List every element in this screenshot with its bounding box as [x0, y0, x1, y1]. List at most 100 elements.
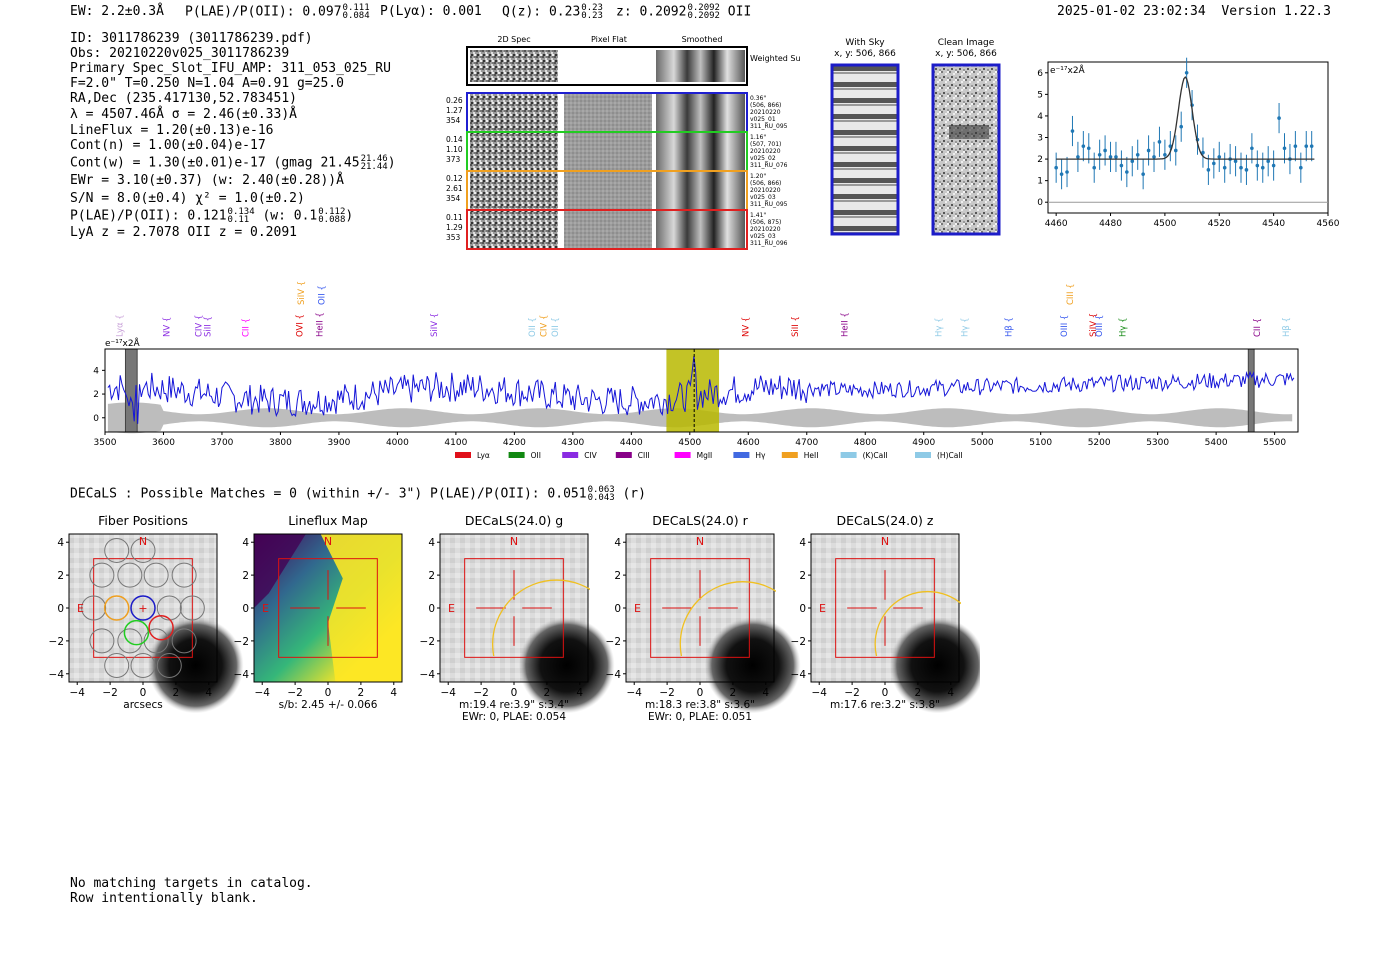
- fiber-circle: [171, 628, 197, 654]
- spectrum-legend-swatch: [733, 452, 750, 458]
- panel-ytick-label: −4: [791, 669, 807, 681]
- cutout-panel: 2D Spec Pixel Flat Smoothed Weighted Sum…: [446, 35, 800, 250]
- header-z-hi: 0.2092: [687, 3, 720, 13]
- weighted-2dspec-image: [470, 50, 558, 82]
- decals-panel-title: Fiber Positions: [98, 513, 188, 528]
- decals-summary-lo: 0.043: [587, 493, 615, 503]
- panel-ytick-label: 4: [57, 537, 64, 549]
- fiber-circle: [130, 537, 156, 563]
- info-lineflux: LineFlux = 1.20(±0.13)e-16: [70, 123, 274, 138]
- panel-ytick-label: −2: [420, 636, 435, 648]
- fit-data-point: [1206, 168, 1211, 172]
- panel-xtick-label: 0: [511, 687, 518, 699]
- spectrum-legend-label: (H)CaII: [937, 451, 963, 460]
- panel-ytick-label: 4: [614, 537, 621, 549]
- spectrum-emission-label: CII {: [1253, 318, 1263, 337]
- spectrum-emission-label: Lyα {: [116, 314, 126, 337]
- cutout-row-right-value: v025_03: [750, 233, 776, 240]
- spectrum-xtick-label: 3500: [94, 438, 117, 448]
- fiber-circle-3: [103, 595, 130, 621]
- panel-ytick-label: −2: [791, 636, 806, 648]
- header-ew: EW: 2.2±0.3Å: [70, 4, 164, 19]
- cutout-row-pixelflat: [564, 211, 652, 248]
- cutout-row-left-bg: [446, 172, 468, 209]
- spectrum-legend-label: Hγ: [755, 451, 766, 460]
- spectrum-legend-swatch: [781, 452, 798, 458]
- north-label: N: [139, 535, 147, 548]
- spectrum-xtick-label: 4300: [561, 438, 584, 448]
- cutout-row-pixelflat: [564, 172, 652, 209]
- cutout-col-smoothed: Smoothed: [682, 35, 723, 44]
- decals-panel-title: DECaLS(24.0) z: [837, 513, 934, 528]
- with-sky-image: [830, 63, 900, 236]
- aperture-box: [650, 558, 750, 658]
- fit-xtick-label: 4460: [1045, 219, 1068, 229]
- with-sky-caption: With Sky x, y: 506, 866: [832, 38, 898, 60]
- fit-data-point: [1141, 172, 1145, 176]
- fit-xtick-label: 4500: [1153, 219, 1176, 229]
- line-fit-axes: [1047, 61, 1329, 214]
- cutout-row-left-value: 353: [446, 233, 461, 242]
- spectrum-legend-swatch: [915, 452, 931, 458]
- spectrum-emission-label: NV {: [741, 317, 751, 337]
- clean-image: [931, 63, 1001, 236]
- panel-xtick-label: 2: [544, 687, 551, 699]
- info-plae-lo: 0.11: [227, 215, 250, 225]
- spectrum-bad-region: [1247, 348, 1255, 433]
- spectrum-xtick-label: 4200: [503, 438, 526, 448]
- fit-data-point: [1244, 168, 1249, 172]
- spectrum-legend-label: MgII: [697, 451, 713, 460]
- panel-ytick-label: 2: [242, 570, 249, 582]
- cutout-row-smoothed: [656, 94, 745, 131]
- weighted-sum-label: Weighted Sum: [750, 54, 800, 63]
- fit-data-point: [1266, 159, 1270, 164]
- panel-ytick-label: 0: [428, 603, 435, 615]
- fit-data-point: [1103, 148, 1107, 153]
- north-label: N: [324, 535, 332, 548]
- cutout-row-left-bg: [446, 133, 468, 170]
- spectrum-emission-label: Hγ {: [1118, 317, 1128, 337]
- cutout-row-left-value: 0.26: [446, 96, 463, 105]
- fit-data-point: [1260, 165, 1265, 170]
- spectrum-legend-swatch: [562, 452, 579, 458]
- fit-data-point: [1076, 155, 1080, 159]
- fit-data-point: [1081, 144, 1086, 148]
- decals-panel: DECaLS(24.0) z N E −4 −4 −2 −2 0 0 2 2 4 4 m:17.6 re:…: [791, 513, 980, 714]
- east-label: E: [448, 602, 455, 615]
- cutout-row-frame: [466, 209, 748, 250]
- fiber-circle: [143, 562, 169, 588]
- spectrum-emission-label: HeII {: [316, 312, 326, 337]
- spectrum-xtick-label: 4500: [678, 438, 701, 448]
- fit-data-point: [1201, 150, 1205, 155]
- fit-data-point: [1157, 140, 1162, 144]
- spectrum-ytick-label: 2: [93, 390, 99, 400]
- spectrum-flux-line: [107, 356, 1295, 424]
- spectrum-ylabel: e⁻¹⁷x2Å: [105, 337, 141, 349]
- panel-xtick-label: 4: [390, 687, 397, 699]
- fit-data-point: [1179, 124, 1184, 129]
- fit-data-point: [1065, 170, 1069, 174]
- header-plae: P(LAE)/P(OII): 0.097 0.111 0.084: [185, 4, 370, 21]
- fiber-circle: [130, 653, 156, 679]
- cutout-row-right-value: 20210220: [750, 109, 781, 116]
- panel-ytick-label: 4: [799, 537, 806, 549]
- spectrum-xtick-label: 5100: [1029, 438, 1052, 448]
- panel-xtick-label: 2: [173, 687, 180, 699]
- clean-image-caption: Clean Image x, y: 506, 866: [924, 38, 1008, 60]
- cutout-row-right-value: (506, 875): [750, 219, 781, 226]
- cutout-row-right-value: 1.41": [750, 212, 766, 219]
- panel-xtick-label: 4: [205, 687, 212, 699]
- cutout-row-right-value: (506, 866): [750, 180, 781, 187]
- fit-data-point: [1212, 161, 1216, 166]
- aperture-box: [464, 558, 564, 658]
- header-datetime-value: 2025-01-02 23:02:34: [1057, 4, 1206, 19]
- fit-data-point: [1097, 152, 1102, 157]
- spectrum-emission-label: OIII {: [1095, 315, 1105, 337]
- fiber-circle-2: [123, 619, 150, 646]
- fiber-circle: [89, 562, 115, 588]
- cutout-col-pixelflat: Pixel Flat: [591, 35, 627, 44]
- cutout-row-right-value: 20210220: [750, 148, 781, 155]
- full-spectrum-plot: e⁻¹⁷x2Å 3500 3600 3700 3800 3900 4000 4100 4200 4…: [93, 281, 1299, 460]
- cutout-row-2dspec: [470, 172, 558, 209]
